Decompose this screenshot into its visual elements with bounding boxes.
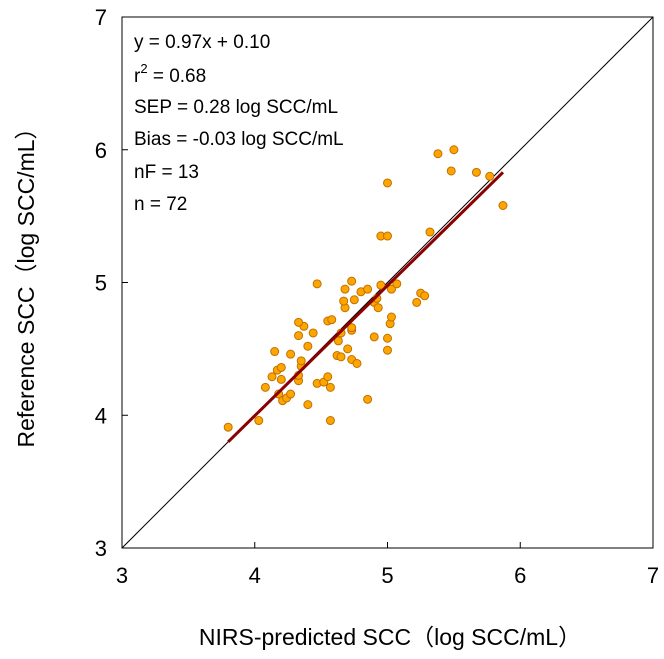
data-points (223, 145, 508, 432)
data-point (383, 178, 392, 188)
data-point (276, 362, 286, 372)
data-point (325, 416, 335, 426)
data-point (373, 303, 383, 313)
data-point (254, 416, 264, 426)
data-point (347, 323, 357, 333)
data-point (223, 422, 233, 432)
equation-label: y = 0.97x + 0.10 (134, 32, 270, 53)
x-tick-label: 4 (249, 563, 261, 588)
n-label: n = 72 (134, 194, 187, 215)
x-tick-label: 3 (116, 563, 128, 588)
x-tick-label: 5 (381, 563, 393, 588)
data-point (471, 167, 481, 177)
data-point (325, 382, 335, 392)
data-point (340, 284, 350, 294)
data-point (276, 374, 286, 384)
regression-line (227, 171, 505, 443)
data-point (376, 280, 386, 290)
data-point (420, 291, 430, 301)
data-point (383, 345, 392, 355)
y-axis-title: Reference SCC（log SCC/mL） (13, 116, 39, 447)
data-point (383, 333, 392, 343)
data-point (386, 284, 396, 294)
data-point (363, 394, 373, 404)
y-tick-label: 7 (95, 5, 107, 30)
data-point (296, 356, 306, 366)
y-tick-label: 4 (95, 403, 107, 428)
data-point (333, 336, 343, 346)
data-point (386, 312, 396, 322)
y-tick-label: 6 (95, 138, 107, 163)
data-point (352, 358, 362, 368)
data-point (260, 382, 270, 392)
bias-label: Bias = -0.03 log SCC/mL (134, 129, 344, 150)
data-point (267, 372, 277, 382)
y-tick-label: 5 (95, 271, 107, 296)
statistics-annotation: y = 0.97x + 0.10 r2 = 0.68 SEP = 0.28 lo… (134, 32, 344, 215)
r-squared-label: r2 = 0.68 (134, 61, 206, 87)
data-point (303, 341, 313, 351)
x-tick-label: 6 (514, 563, 526, 588)
data-point (392, 279, 402, 289)
data-point (485, 171, 495, 181)
axis-ticks (121, 16, 654, 549)
x-axis-title: NIRS-predicted SCC（log SCC/mL） (199, 624, 581, 650)
data-point (294, 331, 304, 341)
data-point (312, 279, 322, 289)
data-point (323, 372, 333, 382)
data-point (369, 332, 379, 342)
data-point (270, 347, 280, 357)
data-point (343, 344, 353, 354)
data-point (327, 315, 337, 325)
data-point (425, 227, 435, 237)
identity-line (121, 16, 654, 549)
tick-labels: 3 4 5 6 7 3 4 5 6 7 (95, 5, 659, 588)
data-point (449, 145, 459, 155)
data-point (286, 349, 296, 359)
x-tick-label: 7 (647, 563, 659, 588)
data-point (286, 389, 296, 399)
data-point (363, 284, 373, 294)
data-point (303, 400, 313, 410)
y-tick-label: 3 (95, 536, 107, 561)
data-point (446, 166, 456, 176)
nf-label: nF = 13 (134, 162, 199, 183)
data-point (347, 276, 357, 286)
data-point (336, 352, 346, 362)
data-point (339, 296, 349, 306)
sep-label: SEP = 0.28 log SCC/mL (134, 97, 338, 118)
data-point (294, 317, 304, 327)
data-point (433, 149, 443, 159)
data-point (412, 297, 422, 307)
data-point (308, 328, 318, 338)
data-point (498, 201, 508, 211)
data-point (349, 295, 359, 305)
data-point (383, 231, 392, 241)
